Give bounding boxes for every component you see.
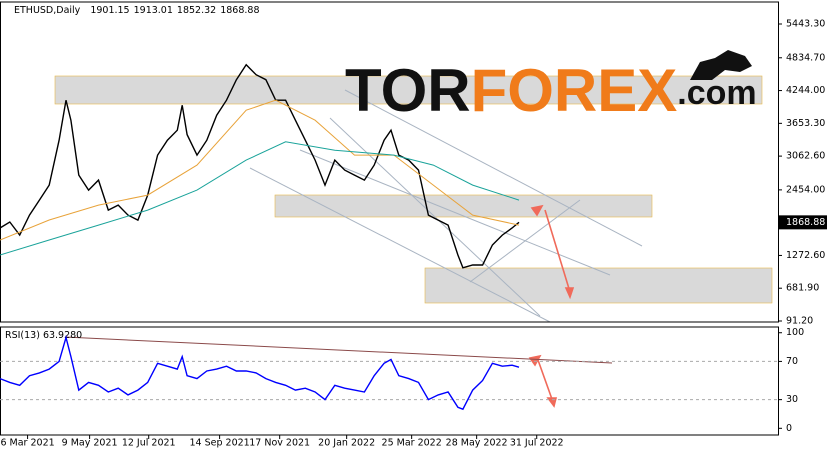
x-tick-label: 9 May 2021 [62,438,118,449]
x-tick-label: 20 Jan 2022 [318,438,375,449]
logo-part: TOR [345,57,471,124]
chart-title: ETHUSD,Daily 1901.15 1913.01 1852.32 1868.88 [14,5,260,16]
rsi-title: RSI(13) 63.9280 [5,330,82,341]
series-line [0,334,520,411]
rsi-trendline [64,336,613,364]
rsi-panel [0,326,779,436]
resistance-zone [274,194,653,218]
indicator: RSI(13) [5,330,40,341]
x-tick-label: 31 Jul 2022 [510,438,564,449]
x-tick-label: 6 Mar 2021 [0,438,54,449]
bull-icon [690,50,752,80]
y-tick-label: 5443.30 [786,19,825,30]
price-tag-label: 1868.88 [786,217,825,228]
close: 1868.88 [220,5,259,16]
x-tick-label: 25 Mar 2022 [382,438,442,449]
y-tick-label: 91.20 [786,315,813,326]
y-tick-label: 3062.60 [786,151,825,162]
y-tick-label: 4244.00 [786,85,825,96]
price-tag [779,215,827,230]
y-tick-label: 2454.00 [786,184,825,195]
y-tick-label: 1272.60 [786,250,825,261]
x-tick-label: 17 Nov 2021 [249,438,310,449]
series-line [0,141,520,256]
y-tick-label: 0 [786,423,792,434]
series-line [0,99,520,241]
resistance-zone [54,75,763,105]
support-zone [424,267,773,304]
logo: TORFOREX.com [345,57,757,124]
y-tick-label: 30 [786,394,798,405]
watermark: TORFOREX.com [345,50,757,124]
symbol: ETHUSD,Daily [14,5,81,16]
forecast-arrows [528,204,575,408]
open: 1901.15 [90,5,129,16]
y-tick-label: 681.90 [786,283,819,294]
indicator-value: 63.9280 [43,330,82,341]
x-tick-label: 28 May 2022 [446,438,508,449]
low: 1852.32 [177,5,216,16]
y-tick-label: 70 [786,356,798,367]
y-tick-label: 100 [786,327,804,338]
y-tick-label: 3653.30 [786,118,825,129]
logo-part: .com [677,74,756,112]
x-tick-label: 12 Jul 2021 [122,438,176,449]
x-tick-label: 14 Sep 2021 [190,438,250,449]
y-tick-label: 4834.70 [786,52,825,63]
high: 1913.01 [134,5,173,16]
series-line [0,63,520,269]
price-panel [0,1,779,323]
logo-part: FOREX [471,57,678,124]
